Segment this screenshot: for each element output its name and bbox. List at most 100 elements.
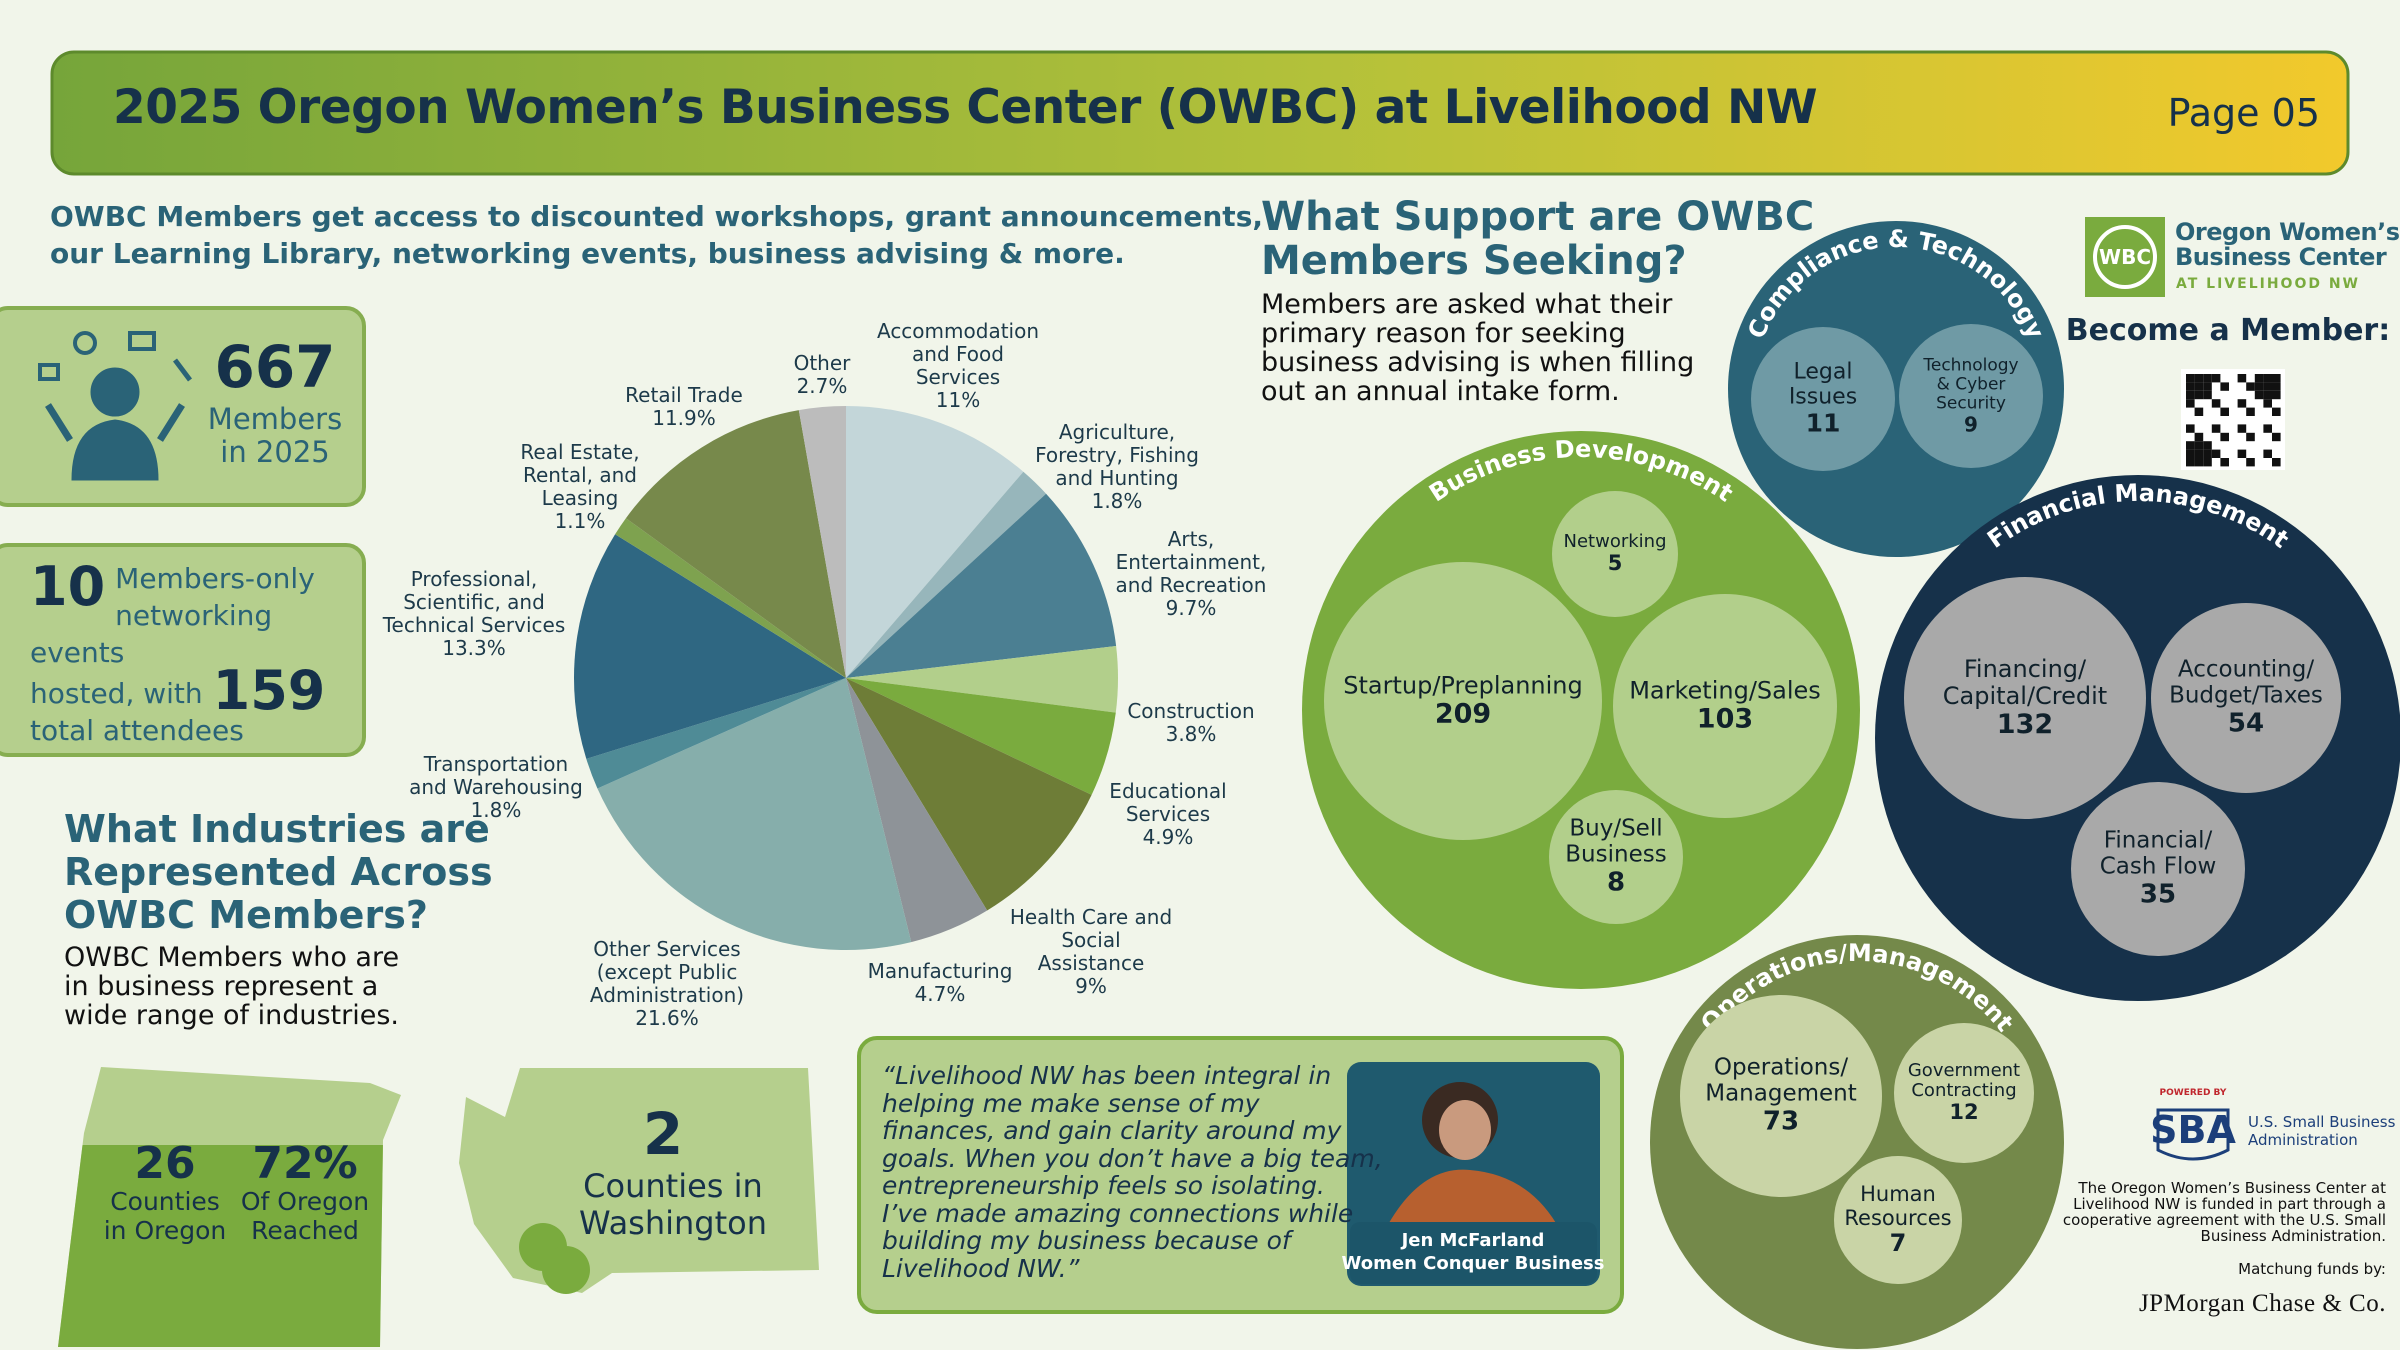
qr-cell: [2211, 374, 2221, 383]
pie-slice: [798, 406, 846, 678]
item-value: 103: [1696, 703, 1754, 735]
person-icon: [38, 331, 192, 481]
pie-label: Agriculture, Forestry, Fishing and Hunti…: [1035, 421, 1199, 513]
pie-label: Retail Trade 11.9%: [625, 384, 743, 430]
support-heading: What Support are OWBC Members Seeking?: [1261, 194, 1815, 284]
item-name: Government Contracting: [1907, 1060, 2021, 1102]
item-name: Financial/ Cash Flow: [2099, 827, 2217, 880]
qr-cell: [2263, 449, 2272, 458]
caption-bar: [1350, 1222, 1597, 1284]
qr-cell: [2211, 424, 2221, 433]
item-circle: [2071, 782, 2245, 956]
qr-cell: [2186, 390, 2195, 400]
category: Arts, Entertainment, and Recreation: [1115, 527, 1267, 597]
oregon-counties: 26: [134, 1138, 196, 1189]
county-dot: [542, 1246, 590, 1294]
qr-cell: [2194, 390, 2204, 400]
percent: 1.8%: [1091, 489, 1143, 513]
funding: The Oregon Women’s Business Center at Li…: [2062, 1179, 2386, 1245]
category: Professional, Scientific, and Technical …: [382, 567, 566, 637]
pie-label: Arts, Entertainment, and Recreation 9.7%: [1116, 528, 1267, 620]
logo-name: Oregon Women’s Business Center: [2175, 218, 2400, 271]
item-value: 5: [1607, 551, 1623, 576]
item-label: Operations/ Management 73: [1685, 1054, 1877, 1137]
percent: 11.9%: [652, 406, 716, 430]
category: Construction: [1127, 699, 1255, 723]
category: Other Services (except Public Administra…: [589, 937, 745, 1007]
sba-mark: SBA: [2150, 1108, 2236, 1152]
qr-cell: [2237, 449, 2247, 458]
pie-label: Accommodation and Food Services 11%: [877, 320, 1039, 412]
percent: 2.7%: [796, 374, 848, 398]
item-name: Operations/ Management: [1705, 1054, 1857, 1107]
qr-cell: [2186, 441, 2195, 450]
item-value: 12: [1949, 1100, 1979, 1125]
item-value: 35: [2139, 879, 2177, 910]
item-label: Networking 5: [1555, 532, 1675, 576]
qr-cell: [2220, 407, 2229, 416]
qr-cell: [2272, 382, 2281, 391]
item-label: Technology & Cyber Security 9: [1903, 355, 2040, 437]
qr-cell: [2203, 458, 2212, 467]
pie-label: Other Services (except Public Administra…: [590, 938, 744, 1030]
item-value: 132: [1996, 708, 2054, 740]
item-value: 9: [1964, 412, 1978, 437]
pie-slice: [586, 678, 846, 789]
pie-slice: [846, 493, 1117, 678]
members-label: Members in 2025: [207, 402, 343, 470]
item-circle: [1552, 491, 1678, 617]
pie-slice: [846, 471, 1047, 678]
qr-cell: [2272, 390, 2281, 400]
quote-org: Women Conquer Business: [1341, 1253, 1605, 1274]
item-value: 54: [2227, 708, 2265, 739]
qr-cell: [2186, 374, 2195, 383]
qr-pattern: [2186, 374, 2281, 467]
qr-cell: [2194, 441, 2204, 450]
events-text: Members-only networking events hosted, w…: [30, 562, 315, 710]
pie-slice: [846, 646, 1118, 713]
wa-label: Counties in Washington: [578, 1167, 768, 1242]
item-value: 73: [1762, 1106, 1800, 1137]
quote-text: “Livelihood NW has been integral in help…: [882, 1061, 1383, 1283]
category: Other: [793, 351, 851, 375]
qr-cell: [2194, 458, 2204, 467]
events-attendees: 159: [212, 659, 326, 722]
category: Real Estate, Rental, and Leasing: [520, 440, 640, 510]
qr-cell: [2186, 424, 2195, 433]
item-name: Networking: [1563, 531, 1667, 553]
item-circle: [1680, 995, 1882, 1197]
qr-cell: [2203, 441, 2212, 450]
portrait: [1385, 1082, 1560, 1230]
item-name: Legal Issues: [1788, 359, 1858, 409]
members-count: 667: [214, 333, 336, 401]
percent: 4.7%: [914, 982, 966, 1006]
item-name: Technology & Cyber Security: [1923, 355, 2019, 414]
qr-cell: [2263, 390, 2272, 400]
category: Educational Services: [1109, 779, 1227, 826]
pie-label: Educational Services 4.9%: [1109, 780, 1226, 849]
qr-cell: [2203, 374, 2212, 383]
logo-ring: [2093, 225, 2157, 289]
item-value: 8: [1606, 867, 1626, 898]
qr-cell: [2263, 424, 2272, 433]
item-circle: [2151, 603, 2341, 793]
oregon-counties-label: Counties in Oregon: [103, 1187, 227, 1245]
group-circle: [1728, 221, 2064, 557]
oregon-reach-label: Of Oregon Reached: [240, 1187, 370, 1245]
qr-cell: [2186, 399, 2195, 408]
pie-slice: [846, 678, 1116, 795]
percent: 9.7%: [1165, 596, 1217, 620]
pie-label: Professional, Scientific, and Technical …: [383, 568, 566, 660]
pie-label: Health Care and Social Assistance 9%: [1010, 906, 1172, 998]
qr-cell: [2246, 407, 2255, 416]
item-name: Buy/Sell Business: [1565, 815, 1667, 868]
qr-cell: [2263, 382, 2272, 391]
qr-cell: [2272, 432, 2281, 442]
qr-cell: [2203, 390, 2212, 400]
pie-label: Manufacturing 4.7%: [868, 960, 1013, 1006]
item-name: Marketing/Sales: [1629, 676, 1821, 705]
qr-cell: [2194, 449, 2204, 458]
item-circle: [1834, 1156, 1962, 1284]
